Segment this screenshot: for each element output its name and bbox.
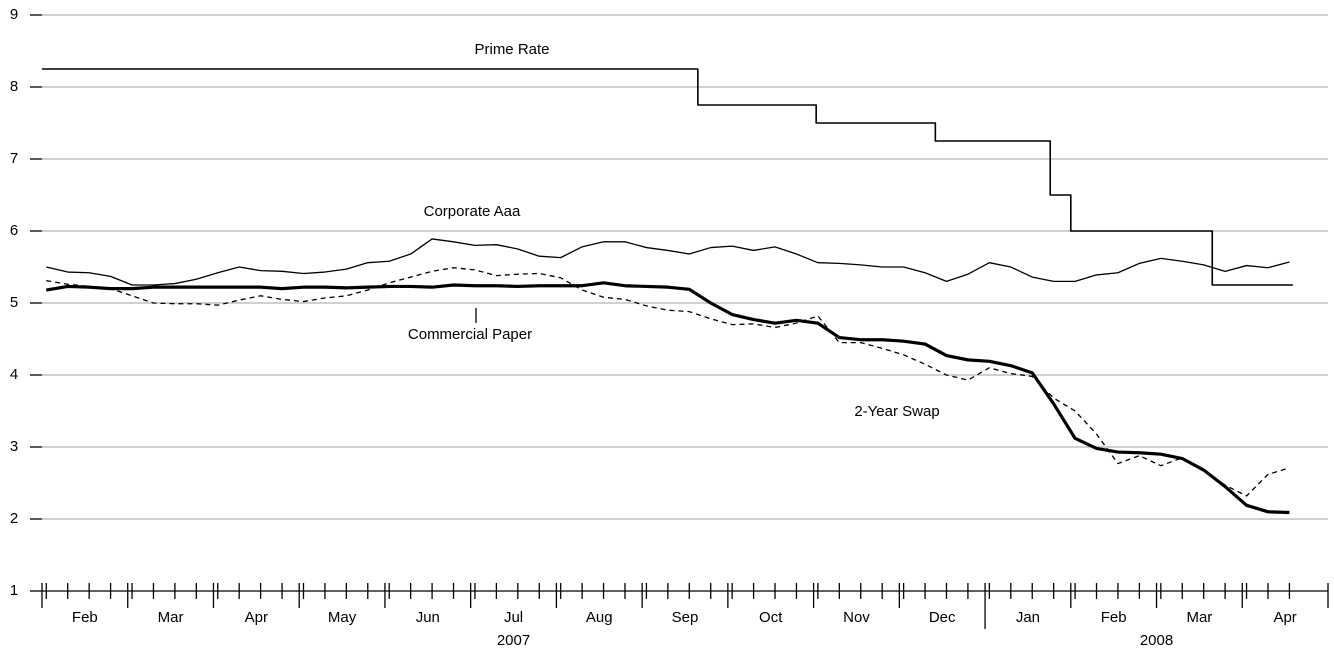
series-label: Corporate Aaa — [424, 203, 521, 220]
x-tick-label: Jul — [504, 609, 523, 626]
y-tick-label: 9 — [10, 6, 18, 23]
y-tick-label: 2 — [10, 510, 18, 527]
series-label: Commercial Paper — [408, 326, 532, 343]
x-tick-label: Apr — [245, 609, 268, 626]
year-label: 2007 — [497, 632, 530, 649]
y-tick-label: 7 — [10, 150, 18, 167]
x-tick-label: Jan — [1016, 609, 1040, 626]
series-line — [46, 267, 1290, 497]
y-tick-label: 1 — [10, 582, 18, 599]
year-label: 2008 — [1140, 632, 1173, 649]
x-tick-label: May — [328, 609, 357, 626]
x-tick-label: Aug — [586, 609, 613, 626]
series-line — [46, 281, 1290, 515]
y-tick-label: 6 — [10, 222, 18, 239]
x-tick-label: Feb — [72, 609, 98, 626]
y-tick-label: 5 — [10, 294, 18, 311]
x-tick-label: Jun — [416, 609, 440, 626]
series-label: 2-Year Swap — [854, 403, 939, 420]
series-line — [42, 68, 1293, 286]
y-tick-label: 3 — [10, 438, 18, 455]
x-tick-label: Oct — [759, 609, 783, 626]
x-tick-label: Sep — [672, 609, 699, 626]
x-tick-label: Mar — [1186, 609, 1212, 626]
y-tick-label: 8 — [10, 78, 18, 95]
x-tick-label: Feb — [1101, 609, 1127, 626]
x-tick-label: Mar — [158, 609, 184, 626]
y-tick-label: 4 — [10, 366, 18, 383]
x-tick-label: Dec — [929, 609, 956, 626]
series-label: Prime Rate — [474, 41, 549, 58]
series-line — [46, 238, 1290, 286]
x-tick-label: Apr — [1273, 609, 1296, 626]
x-tick-label: Nov — [843, 609, 870, 626]
